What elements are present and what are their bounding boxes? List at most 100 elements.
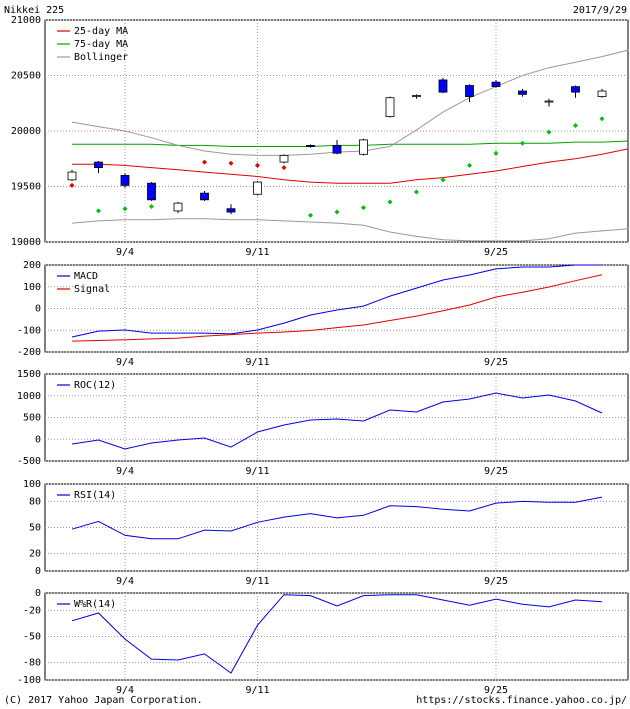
y-tick-label: 0 [35,588,41,599]
y-tick-label: 21000 [11,15,41,26]
x-tick-label: 9/4 [116,357,134,368]
marker [546,129,552,135]
candle-body [491,81,501,88]
x-tick-label: 9/4 [116,247,134,258]
y-tick-label: -200 [17,347,41,358]
x-tick-label: 9/25 [484,576,508,587]
x-tick-label: 9/25 [484,685,508,696]
marker [69,182,75,188]
y-tick-label: 100 [23,282,41,293]
x-tick-label: 9/4 [116,685,134,696]
marker [440,177,446,183]
marker [573,122,578,128]
line-series [71,594,603,674]
x-tick-label: 9/11 [245,685,269,696]
x-tick-label: 9/4 [116,466,134,477]
candle-body [120,174,130,186]
legend-label: W%R(14) [74,599,116,610]
marker [414,189,419,195]
y-tick-label: 20 [29,549,41,560]
y-tick-label: 80 [29,496,41,507]
candle-body [438,79,448,93]
legend-label: 75-day MA [74,39,128,50]
candle-body [332,145,342,154]
candle-body [253,181,262,195]
line-series [71,274,603,342]
x-tick-label: 9/25 [484,466,508,477]
marker [308,212,313,218]
x-tick-label: 9/25 [484,247,508,258]
y-tick-label: 500 [23,413,41,424]
marker [599,116,605,122]
marker [149,203,154,209]
line-series [71,218,629,242]
marker [255,162,260,168]
candle-body [67,171,77,181]
y-tick-label: 20000 [11,126,41,137]
marker [493,150,499,156]
line-series [72,148,629,184]
x-tick-label: 9/11 [245,357,269,368]
y-tick-label: -100 [17,325,41,336]
y-tick-label: 1500 [17,369,41,380]
legend-label: Signal [74,284,110,295]
candle-body [465,85,474,97]
candle-body [571,86,580,93]
candle-body [359,139,368,155]
y-tick-label: 50 [29,523,41,534]
marker [361,205,366,211]
legend-label: ROC(12) [74,380,116,391]
y-tick-label: -500 [17,456,41,467]
marker [467,162,472,168]
candle-body [226,208,236,213]
footer-url: https://stocks.finance.yahoo.co.jp/ [416,695,627,706]
y-tick-label: 1000 [17,391,41,402]
x-tick-label: 9/11 [245,247,269,258]
marker [520,140,525,146]
legend-label: 25-day MA [74,26,128,37]
header-date: 2017/9/29 [573,5,627,16]
y-tick-label: 19500 [11,182,41,193]
candle-body [279,155,289,163]
x-tick-label: 9/4 [116,576,134,587]
marker [228,160,234,166]
candle-body [385,97,395,117]
line-series [71,49,629,156]
candle-body [147,182,156,201]
legend-label: Bollinger [74,52,128,63]
candle-body [597,90,607,97]
line-series [72,140,629,147]
candle-body [412,95,421,97]
y-tick-label: -80 [23,658,41,669]
marker [281,165,287,171]
y-tick-label: 0 [35,566,41,577]
legend-label: MACD [74,271,98,282]
line-series [71,264,602,338]
line-series [71,392,603,450]
y-tick-label: -20 [23,605,41,616]
y-tick-label: -50 [23,632,41,643]
x-tick-label: 9/25 [484,357,508,368]
y-tick-label: 100 [23,479,41,490]
y-tick-label: 19000 [11,237,41,248]
y-tick-label: 0 [35,304,41,315]
marker [122,206,128,212]
candle-body [306,145,315,147]
x-tick-label: 9/11 [245,466,269,477]
marker [202,159,207,165]
marker [96,208,101,214]
candle-body [94,161,103,169]
candle-body [544,100,554,103]
footer-copyright: (C) 2017 Yahoo Japan Corporation. [4,695,203,706]
candle-body [518,90,527,95]
x-tick-label: 9/11 [245,576,269,587]
candle-body [173,202,183,212]
line-series [71,496,603,540]
header-title: Nikkei 225 [4,5,64,16]
y-tick-label: 200 [23,260,41,271]
candle-body [200,192,209,201]
legend-label: RSI(14) [74,490,116,501]
y-tick-label: -100 [17,675,41,686]
marker [334,209,340,215]
